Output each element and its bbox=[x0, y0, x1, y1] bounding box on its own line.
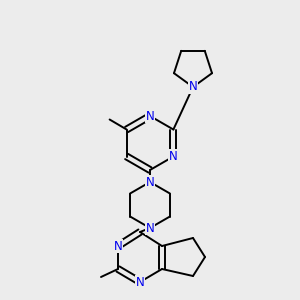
Text: N: N bbox=[169, 150, 178, 163]
Text: N: N bbox=[114, 239, 122, 253]
Text: N: N bbox=[146, 176, 154, 188]
Text: N: N bbox=[136, 275, 144, 289]
Text: N: N bbox=[189, 80, 197, 94]
Text: N: N bbox=[146, 110, 154, 122]
Text: N: N bbox=[146, 221, 154, 235]
